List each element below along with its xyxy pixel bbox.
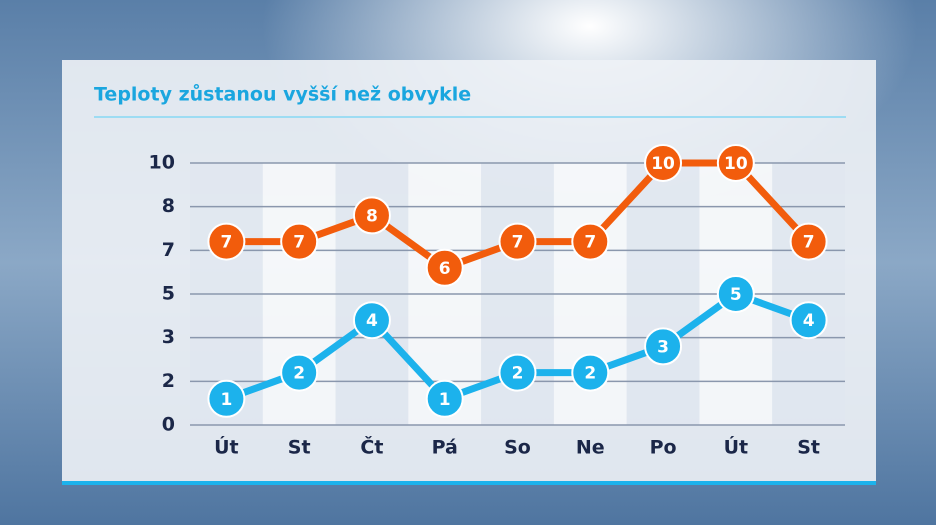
x-tick-label: Út xyxy=(214,435,239,459)
point xyxy=(280,222,319,261)
y-tick-label: 8 xyxy=(162,195,175,217)
point xyxy=(207,379,246,418)
point-label: 7 xyxy=(220,233,232,253)
point-label: 10 xyxy=(724,154,748,174)
point-label: 2 xyxy=(512,364,524,384)
point-label: 4 xyxy=(803,311,815,331)
x-tick-label: Ne xyxy=(576,437,605,459)
point-label: 10 xyxy=(651,154,675,174)
point-label: 7 xyxy=(293,233,305,253)
point xyxy=(352,301,391,340)
point xyxy=(498,222,537,261)
plot: 0 2 3 5 7 8 10 Út St Čt Pá So Ne Po Út St 7 7 8 6 7 7 10 10 7 1 2 4… xyxy=(149,144,845,459)
point-label: 3 xyxy=(657,337,669,357)
point xyxy=(716,275,755,313)
point xyxy=(571,222,610,261)
point-label: 4 xyxy=(366,311,378,331)
point-label: 8 xyxy=(366,206,378,226)
point-label: 7 xyxy=(803,233,815,253)
point xyxy=(498,353,537,392)
point xyxy=(644,144,683,182)
point xyxy=(425,379,464,418)
y-tick-label: 10 xyxy=(149,152,175,174)
x-tick-label: St xyxy=(288,437,311,459)
x-tick-label: Po xyxy=(650,437,677,459)
y-tick-label: 2 xyxy=(162,370,175,392)
point xyxy=(280,353,319,392)
y-tick-label: 7 xyxy=(162,239,175,261)
chart-title: Teploty zůstanou vyšší než obvykle xyxy=(94,83,471,106)
point xyxy=(352,196,391,235)
point xyxy=(789,222,828,261)
point-label: 6 xyxy=(439,259,451,279)
point-label: 5 xyxy=(730,285,742,305)
point-label: 7 xyxy=(512,233,524,253)
x-tick-label: Čt xyxy=(360,435,383,459)
x-tick-label: Pá xyxy=(432,437,458,459)
point xyxy=(716,144,755,182)
point-label: 2 xyxy=(584,364,596,384)
x-tick-label: Út xyxy=(724,435,749,459)
x-tick-label: St xyxy=(797,437,820,459)
y-tick-label: 5 xyxy=(162,283,175,305)
point xyxy=(644,327,683,366)
point xyxy=(425,248,464,287)
point-label: 2 xyxy=(293,364,305,384)
point-label: 1 xyxy=(220,390,232,410)
y-tick-label: 3 xyxy=(162,326,175,348)
point xyxy=(207,222,246,261)
y-tick-label: 0 xyxy=(162,414,175,436)
panel-bottom-line xyxy=(62,481,876,485)
x-tick-label: So xyxy=(504,437,531,459)
point xyxy=(789,301,828,340)
point xyxy=(571,353,610,392)
point-label: 7 xyxy=(584,233,596,253)
point-label: 1 xyxy=(439,390,451,410)
